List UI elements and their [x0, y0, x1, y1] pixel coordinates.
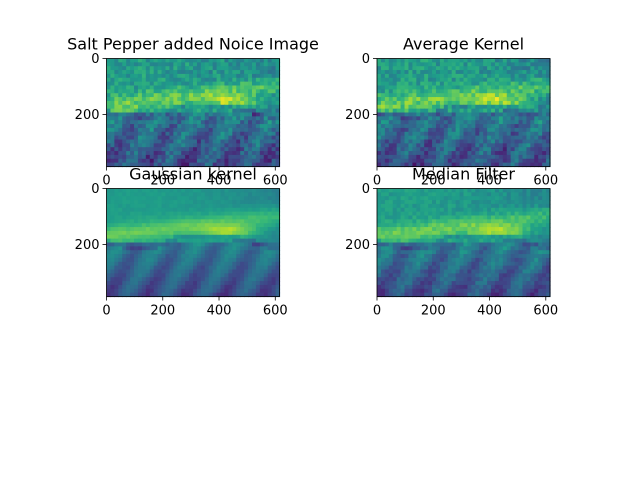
subplot-title: Gaussian kernel [129, 165, 257, 184]
x-tick-label: 0 [102, 174, 110, 189]
x-tick-label: 600 [533, 174, 558, 189]
subplot-title: Average Kernel [403, 35, 524, 54]
x-tick-label: 200 [421, 174, 446, 189]
y-tick-label: 0 [91, 52, 99, 67]
y-tick-label: 200 [75, 108, 100, 123]
x-tick-label: 0 [373, 174, 381, 189]
x-tick-label: 400 [207, 304, 232, 319]
y-tick-label: 200 [345, 108, 370, 123]
axes-frame [106, 188, 280, 297]
x-tick-label: 600 [263, 174, 288, 189]
x-tick-label: 600 [533, 304, 558, 319]
subplot-4: Median Filter 0 200 400 600 0 200 [345, 165, 558, 319]
y-tick-label: 200 [345, 238, 370, 253]
axes-frame [106, 58, 280, 167]
image-heatmap [377, 58, 551, 168]
y-tick-label: 200 [75, 238, 100, 253]
subplot-title: Median Filter [412, 165, 515, 184]
x-tick-label: 0 [102, 304, 110, 319]
y-tick-label: 0 [362, 182, 370, 197]
image-heatmap [106, 58, 281, 168]
subplot-3: Gaussian kernel 0 200 400 600 0 200 [75, 165, 288, 319]
x-tick-label: 200 [150, 304, 175, 319]
subplot-2: Average Kernel 0 200 400 600 0 200 [345, 35, 558, 189]
subplot-title: Salt Pepper added Noice Image [67, 35, 319, 54]
x-tick-label: 400 [477, 304, 502, 319]
x-tick-label: 400 [477, 174, 502, 189]
y-tick-label: 0 [362, 52, 370, 67]
x-tick-label: 600 [263, 304, 288, 319]
axes-frame [376, 188, 551, 297]
image-heatmap [377, 188, 551, 298]
x-tick-label: 400 [207, 174, 232, 189]
x-tick-label: 200 [150, 174, 175, 189]
image-heatmap [106, 188, 281, 298]
y-tick-label: 0 [91, 182, 99, 197]
x-tick-label: 200 [421, 304, 446, 319]
x-tick-label: 0 [373, 304, 381, 319]
axes-frame [376, 58, 551, 167]
